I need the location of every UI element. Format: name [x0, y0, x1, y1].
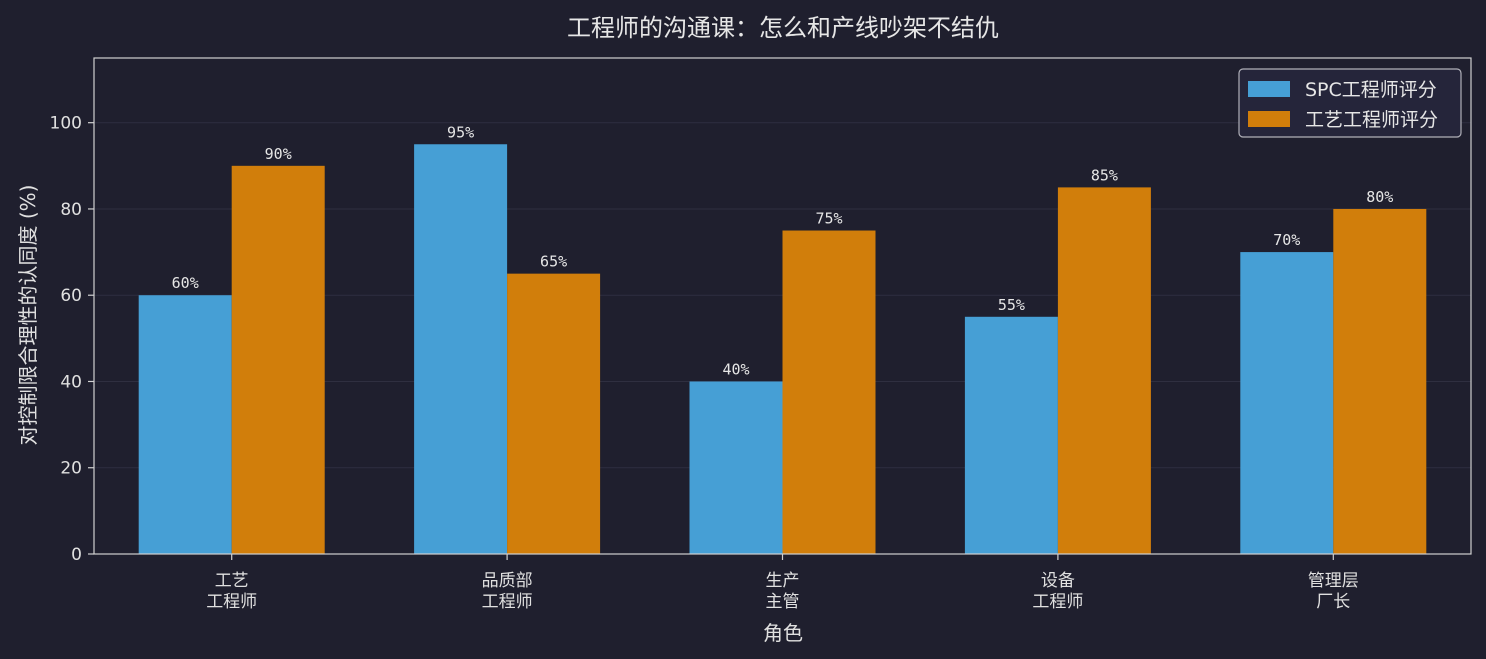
- x-tick-label: 主管: [766, 592, 800, 612]
- y-tick-label: 60: [60, 286, 82, 306]
- bar-value-label: 60%: [172, 274, 199, 292]
- chart-title: 工程师的沟通课：怎么和产线吵架不结仇: [567, 14, 999, 42]
- bar-value-label: 80%: [1366, 188, 1393, 206]
- x-tick-label: 品质部: [482, 571, 533, 591]
- bar-value-label: 55%: [998, 296, 1025, 314]
- bar-process-0: [231, 165, 325, 554]
- bar-process-4: [1333, 208, 1427, 554]
- x-tick-label: 工程师: [482, 592, 533, 612]
- bar-value-label: 70%: [1273, 231, 1300, 249]
- y-tick-label: 100: [50, 114, 82, 134]
- bar-spc-0: [138, 295, 232, 554]
- bars: 60% 90% 95% 65% 40% 75% 55% 85% 70% 80%: [138, 123, 1427, 555]
- bar-value-label: 95%: [447, 123, 474, 141]
- x-tick-label: 厂长: [1316, 592, 1350, 612]
- y-tick-label: 80: [60, 200, 82, 220]
- x-tick-label: 生产: [766, 571, 800, 591]
- legend-box: [1238, 68, 1462, 138]
- bar-process-1: [507, 273, 601, 554]
- bar-value-label: 85%: [1091, 166, 1118, 184]
- legend-entry: 工艺工程师评分: [1305, 109, 1438, 131]
- bar-value-label: 65%: [540, 253, 567, 271]
- x-tick-label: 工程师: [1032, 592, 1083, 612]
- plot-frame: [93, 57, 1472, 555]
- y-tick-label: 20: [60, 459, 82, 479]
- bar-process-2: [782, 230, 876, 555]
- y-tick-label: 0: [71, 545, 82, 565]
- bar-value-label: 40%: [722, 360, 749, 378]
- legend-swatch: [1248, 111, 1290, 127]
- bar-spc-1: [414, 144, 508, 554]
- y-axis-label: 对控制限合理性的认同度 (%): [16, 185, 40, 446]
- x-axis-label: 角色: [763, 621, 803, 645]
- bar-spc-4: [1240, 252, 1334, 554]
- y-tick-label: 40: [60, 372, 82, 392]
- bar-value-label: 75%: [815, 210, 842, 228]
- x-tick-label: 管理层: [1308, 571, 1359, 591]
- bar-value-label: 90%: [265, 145, 292, 163]
- x-tick-label: 工艺: [215, 571, 249, 591]
- legend-swatch: [1248, 81, 1290, 97]
- legend-entry: SPC工程师评分: [1305, 79, 1437, 101]
- x-tick-label: 工程师: [206, 592, 257, 612]
- x-tick-label: 设备: [1041, 571, 1075, 591]
- bar-process-3: [1057, 187, 1151, 555]
- bar-spc-2: [689, 381, 783, 554]
- bar-spc-3: [964, 316, 1058, 554]
